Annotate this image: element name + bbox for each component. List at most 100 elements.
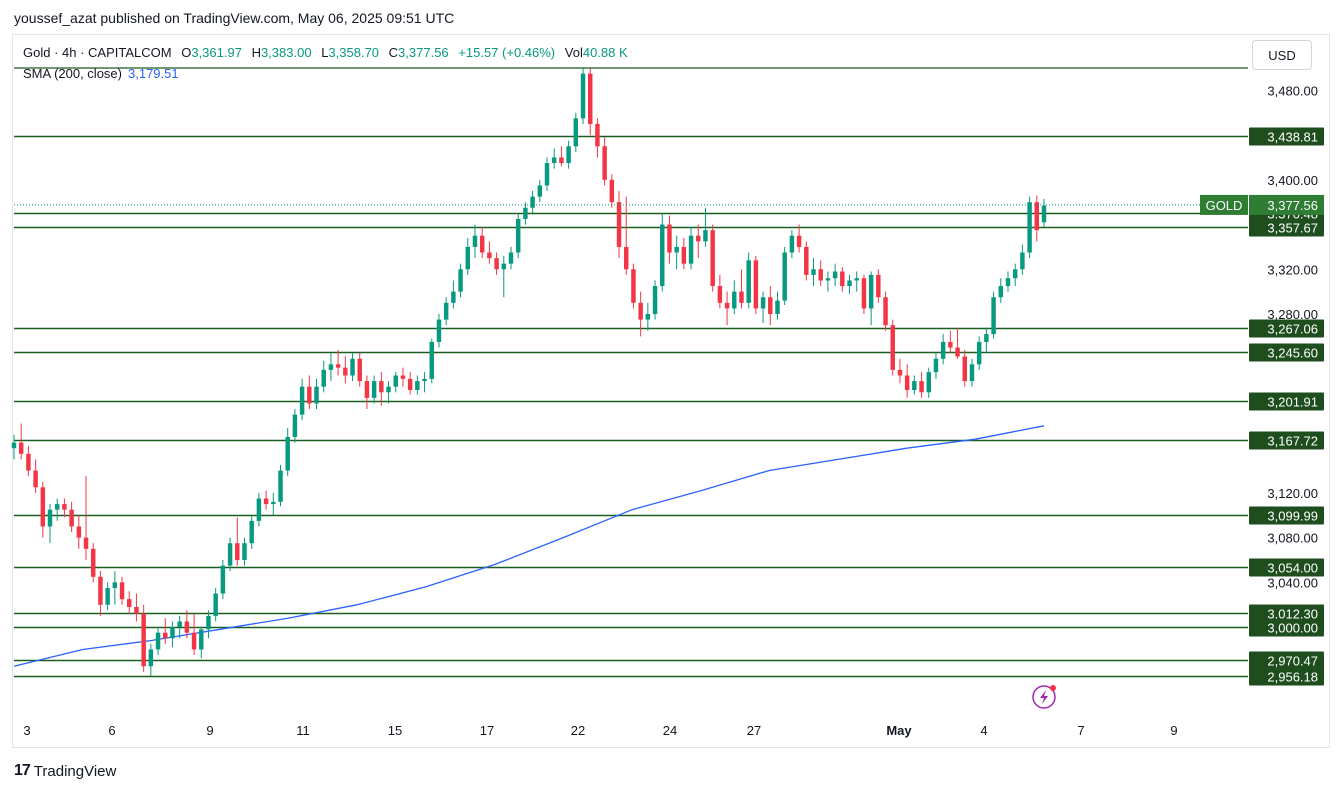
candle-body [696, 235, 701, 242]
level-label: 3,201.91 [1267, 395, 1318, 410]
candle-body [948, 341, 953, 348]
candle-body [249, 520, 254, 544]
candle-body [436, 319, 442, 342]
close-label: C [388, 45, 399, 60]
candle-body [667, 224, 672, 253]
candle-body [371, 381, 377, 398]
candle-body [33, 470, 38, 488]
candle-body [919, 381, 924, 393]
candle-body [1041, 205, 1047, 223]
candle-body [674, 246, 679, 253]
candle-body [645, 314, 651, 320]
candle-body [314, 386, 319, 404]
currency-button[interactable]: USD [1252, 40, 1312, 70]
time-tick-label: 11 [296, 723, 310, 738]
candle-body [494, 258, 499, 270]
level-label-bg [1249, 431, 1324, 450]
open-label: O [181, 45, 192, 60]
candle-body [134, 606, 139, 614]
sma-layer [13, 425, 1045, 667]
candle-body [883, 297, 888, 326]
candle-body [1027, 202, 1032, 253]
candle-body [271, 501, 276, 505]
candle-body [789, 235, 795, 253]
candle-body [1034, 202, 1040, 231]
candle-body [393, 375, 398, 387]
candle-body [98, 576, 103, 605]
candle-body [256, 498, 262, 521]
symbol-tag-bg [1200, 194, 1248, 215]
level-label-bg [1249, 506, 1324, 525]
candle-body [220, 565, 226, 594]
candle-body [523, 207, 528, 219]
candle-body [832, 271, 838, 279]
lightning-icon[interactable] [1032, 685, 1056, 709]
change-value: +15.57 (+0.46%) [458, 45, 556, 60]
candle-body [566, 146, 571, 164]
candle-body [213, 593, 218, 616]
open-value: 3,361.97 [191, 45, 242, 60]
price-tick-label: 3,080.00 [1267, 531, 1318, 546]
horizontal-levels: 3,438.813,370.483,357.673,267.063,245.60… [14, 127, 1324, 686]
candle-body [904, 375, 910, 391]
level-label-bg [1249, 127, 1324, 146]
candle-body [537, 185, 543, 197]
candle-body [357, 358, 362, 382]
sma-line[interactable] [13, 425, 1045, 667]
sma-legend[interactable]: SMA (200, close) 3,179.51 [23, 66, 179, 81]
level-label: 3,438.81 [1267, 130, 1318, 145]
ohlc-legend: Gold · 4h · CAPITALCOM O3,361.97 H3,383.… [23, 45, 628, 60]
candle-body [299, 386, 305, 415]
time-tick-label: 9 [206, 723, 213, 738]
candle-body [379, 381, 384, 393]
level-label-bg [1249, 604, 1324, 623]
level-label: 3,245.60 [1267, 346, 1318, 361]
candle-body [26, 453, 31, 471]
candle-body [818, 269, 823, 281]
extras: GOLD 3,377.56 [14, 67, 1324, 709]
candle-body [443, 302, 449, 320]
candle-body [263, 498, 269, 505]
time-tick-label: 9 [1170, 723, 1177, 738]
price-tick-label: 3,400.00 [1267, 173, 1318, 188]
candle-body [429, 341, 434, 379]
candle-body [710, 230, 715, 287]
candle-body [242, 543, 247, 560]
candle-body [580, 73, 586, 119]
candle-body [400, 375, 406, 379]
candle-body [602, 146, 607, 180]
candle-body [573, 118, 579, 147]
level-label-bg [1249, 392, 1324, 411]
price-axis: 3,480.00 3,400.00 3,320.00 3,280.00 3,120.00… [1267, 83, 1318, 590]
level-label-bg [1249, 618, 1324, 637]
candle-body [811, 269, 816, 275]
candle-body [18, 442, 24, 454]
candle-body [307, 386, 312, 404]
candle-body [458, 269, 463, 292]
time-tick-label: 17 [480, 723, 494, 738]
level-label: 3,012.30 [1267, 607, 1318, 622]
time-tick-label: 7 [1077, 723, 1084, 738]
candle-body [631, 269, 636, 303]
brand-name: TradingView [33, 762, 117, 780]
candle-body [1020, 252, 1025, 270]
candle-body [955, 347, 960, 357]
tradingview-brand[interactable]: 17 TradingView [14, 762, 116, 780]
candle-body [861, 278, 867, 309]
level-label: 3,099.99 [1267, 509, 1318, 524]
time-tick-label: 15 [388, 723, 402, 738]
candle-body [472, 235, 478, 247]
current-price-tag: 3,377.56 [1267, 198, 1318, 213]
candle-body [199, 629, 204, 650]
candle-body [90, 548, 96, 577]
candle-body [62, 504, 67, 510]
time-tick-label: 27 [747, 723, 761, 738]
candle-body [364, 381, 370, 398]
candle-body [638, 302, 643, 320]
low-value: 3,358.70 [328, 45, 380, 60]
candle-body [321, 369, 326, 387]
candle-body [479, 235, 485, 253]
level-label-bg [1249, 343, 1324, 362]
level-label: 3,267.06 [1267, 322, 1318, 337]
